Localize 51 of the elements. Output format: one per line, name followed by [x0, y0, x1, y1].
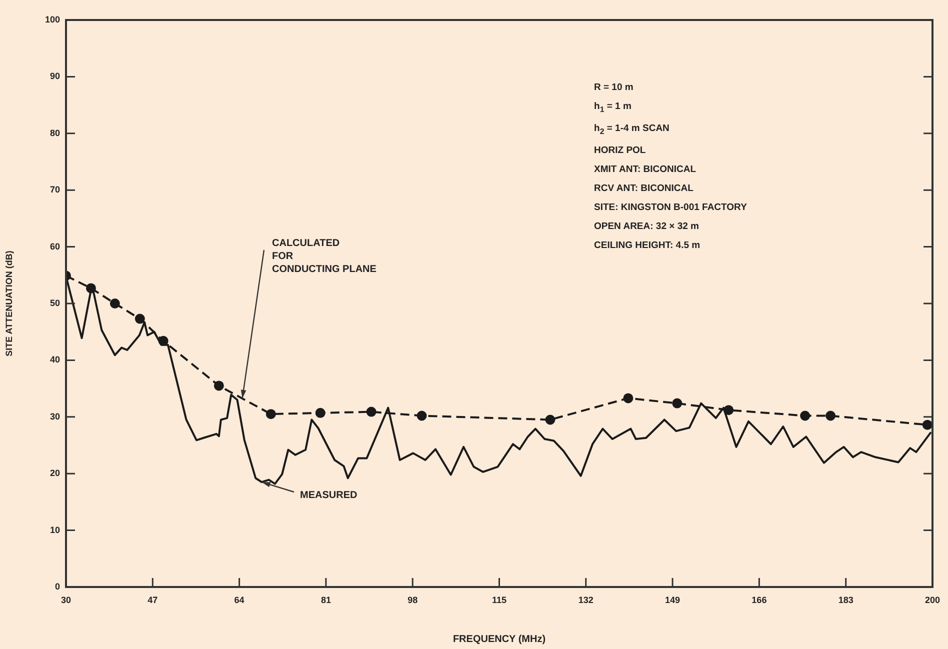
x-tick-label: 183	[838, 594, 854, 605]
y-tick-label: 80	[50, 128, 60, 138]
annotation: SITE: KINGSTON B-001 FACTORY	[594, 200, 747, 215]
y-tick-label: 50	[50, 298, 60, 308]
y-tick-label: 30	[50, 411, 60, 422]
x-tick-label: 30	[60, 594, 72, 605]
x-tick-label: 149	[665, 594, 680, 605]
y-tick-label: 0	[54, 581, 60, 592]
y-tick-label: 70	[50, 184, 60, 195]
x-tick-label: 98	[408, 594, 418, 605]
annotation: CEILING HEIGHT: 4.5 m	[594, 238, 702, 253]
annotation: h$_{1}$ = 1 m	[594, 100, 632, 116]
series-label: MEASURED	[300, 490, 358, 501]
point	[86, 283, 96, 294]
annotation: XMIT ANT: BICONICAL	[594, 162, 698, 177]
x-tick-label: 132	[578, 594, 594, 605]
y-tick-label: 60	[50, 241, 60, 252]
y-tick-label: 10	[50, 524, 60, 535]
y-axis-title: SITE ATTENUATION (dB)	[4, 250, 14, 356]
text: CALCULATED FOR CONDUCTING PLANE	[272, 238, 377, 275]
annotation: R = 10 m	[594, 81, 634, 95]
x-tick-label: 47	[148, 594, 158, 605]
point	[800, 410, 810, 421]
y-tick-label: 90	[50, 71, 60, 82]
x-tick-label: 64	[234, 594, 244, 605]
point	[672, 398, 682, 408]
point	[266, 409, 276, 420]
x-axis-title: FREQUENCY (MHz)	[452, 634, 546, 645]
point	[922, 420, 932, 430]
point	[416, 410, 427, 421]
x-tick-label: 81	[320, 594, 331, 605]
point	[545, 414, 556, 425]
x-tick-label: 115	[492, 594, 507, 605]
point	[158, 336, 168, 346]
point	[724, 405, 734, 416]
point	[826, 410, 836, 421]
y-tick-label: 40	[50, 354, 60, 365]
y-tick-label: 20	[50, 468, 60, 478]
point	[366, 406, 376, 417]
point	[214, 380, 224, 391]
x-tick-label: 166	[752, 594, 767, 605]
point	[110, 298, 120, 308]
annotation: OPEN AREA: 32 × 32 m	[594, 220, 700, 234]
x-tick-label: 200	[924, 594, 940, 605]
point	[134, 314, 145, 324]
annotation: h$_{2}$ = 1-4 m SCAN	[594, 122, 670, 138]
point	[623, 393, 634, 404]
point	[315, 408, 326, 418]
y-tick-label: 100	[44, 14, 60, 24]
annotation: RCV ANT: BICONICAL	[594, 182, 694, 196]
annotation: HORIZ POL	[594, 144, 647, 158]
